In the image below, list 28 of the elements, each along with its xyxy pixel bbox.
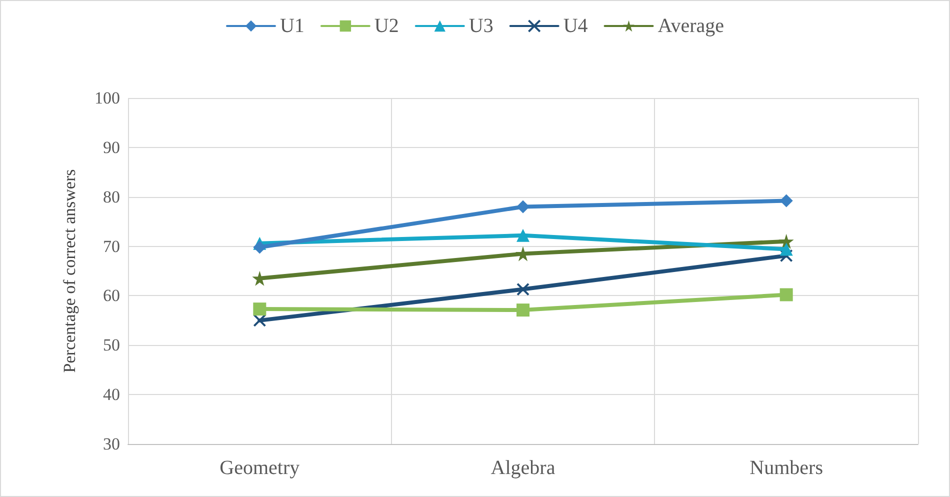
legend-label: U4 — [563, 15, 588, 37]
point — [780, 194, 793, 208]
legend-label: U2 — [374, 15, 399, 37]
point — [516, 304, 530, 317]
y-tick-label: 100 — [94, 88, 120, 108]
y-tick-label: 60 — [103, 286, 120, 306]
y-tick-label: 50 — [103, 336, 120, 355]
y-tick-label: 70 — [103, 236, 120, 256]
y-tick-label: 40 — [103, 385, 120, 404]
y-tick-label: 30 — [103, 434, 120, 454]
point — [780, 288, 793, 302]
y-axis-title: Percentage of correct answers — [60, 169, 79, 373]
point — [780, 249, 793, 262]
legend-label: Average — [658, 15, 724, 37]
x-tick-label: Numbers — [750, 457, 824, 479]
x-tick-label: Geometry — [220, 457, 300, 479]
legend-label: U3 — [468, 15, 494, 37]
y-tick-label: 80 — [103, 187, 120, 206]
point — [253, 240, 266, 254]
point — [516, 282, 530, 296]
y-tick-label: 90 — [103, 138, 120, 157]
legend-label: U1 — [280, 15, 304, 37]
point — [516, 228, 530, 242]
point — [780, 242, 793, 256]
point — [253, 314, 266, 327]
point — [253, 302, 266, 316]
point — [516, 200, 530, 214]
x-tick-label: Algebra — [490, 457, 556, 479]
